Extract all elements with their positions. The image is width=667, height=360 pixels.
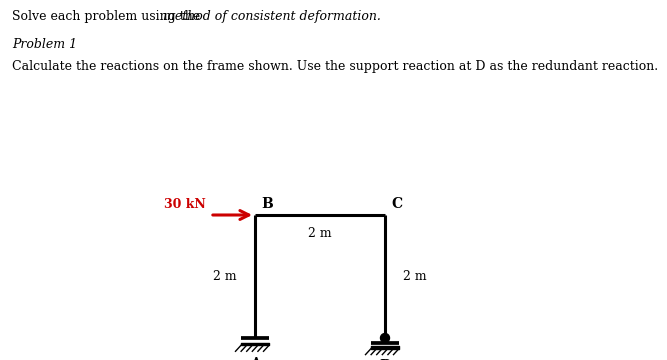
Text: 30 kN: 30 kN [164,198,206,211]
Text: Calculate the reactions on the frame shown. Use the support reaction at D as the: Calculate the reactions on the frame sho… [12,60,658,73]
Text: C: C [391,197,402,211]
Text: Problem 1: Problem 1 [12,38,77,51]
Text: 2 m: 2 m [403,270,427,283]
Text: 2 m: 2 m [213,270,237,283]
Text: Solve each problem using the: Solve each problem using the [12,10,204,23]
Text: method of consistent deformation.: method of consistent deformation. [163,10,381,23]
Text: A: A [249,357,260,360]
Circle shape [380,333,390,342]
Text: 2 m: 2 m [308,227,331,240]
Text: B: B [261,197,273,211]
Text: D: D [379,359,391,360]
